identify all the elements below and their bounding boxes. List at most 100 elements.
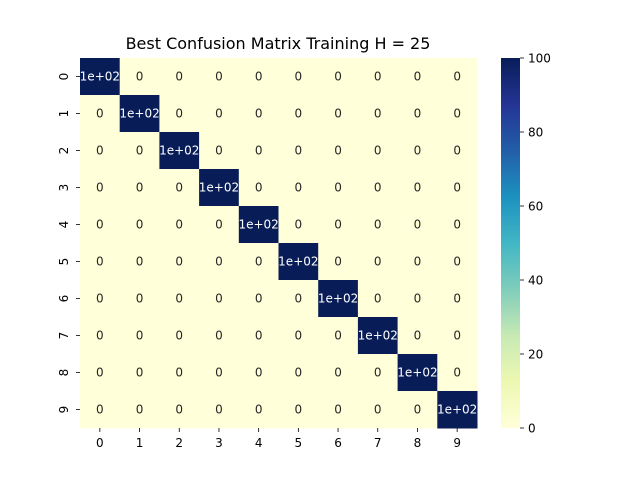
heatmap-cell xyxy=(159,317,200,355)
cell-annotation: 0 xyxy=(414,144,422,158)
heatmap-cell xyxy=(397,243,438,281)
cell-annotation: 1e+02 xyxy=(119,107,159,121)
heatmap-cell xyxy=(119,95,160,133)
cell-annotation: 0 xyxy=(136,181,144,195)
cell-annotation: 0 xyxy=(96,255,104,269)
cell-annotation: 0 xyxy=(215,329,223,343)
heatmap-cell xyxy=(318,206,359,244)
cell-annotation: 0 xyxy=(96,292,104,306)
cell-annotation: 0 xyxy=(255,70,263,84)
cell-annotation: 0 xyxy=(295,292,303,306)
cell-annotation: 0 xyxy=(175,292,183,306)
heatmap-cell xyxy=(80,354,121,392)
cell-annotation: 0 xyxy=(374,255,382,269)
cell-annotation: 0 xyxy=(414,70,422,84)
cell-annotation: 0 xyxy=(96,144,104,158)
heatmap-cell xyxy=(437,95,478,133)
cell-annotation: 0 xyxy=(374,292,382,306)
heatmap-cell xyxy=(238,280,279,318)
y-axis-ticks: 0 1 2 3 4 5 6 7 8 9 xyxy=(57,73,80,413)
cell-annotation: 0 xyxy=(255,144,263,158)
heatmap-cell xyxy=(278,317,319,355)
heatmap-cell xyxy=(278,58,319,96)
heatmap-cell xyxy=(437,58,478,96)
heatmap-cell xyxy=(238,391,279,429)
cell-annotation: 0 xyxy=(96,107,104,121)
cell-annotation: 0 xyxy=(255,292,263,306)
heatmap-cell xyxy=(278,132,319,170)
heatmap-cell xyxy=(80,58,121,96)
colorbar-tick-label: 60 xyxy=(528,200,543,214)
heatmap-cell xyxy=(437,206,478,244)
cell-annotation: 0 xyxy=(255,181,263,195)
heatmap-cell xyxy=(437,280,478,318)
heatmap-cell xyxy=(437,132,478,170)
heatmap-cell xyxy=(80,169,121,207)
heatmap-cell xyxy=(318,95,359,133)
cell-annotation: 0 xyxy=(453,107,461,121)
cell-annotation: 0 xyxy=(414,255,422,269)
heatmap-cell xyxy=(119,169,160,207)
cell-annotation: 0 xyxy=(453,70,461,84)
chart-title: Best Confusion Matrix Training H = 25 xyxy=(126,34,431,53)
cell-annotation: 0 xyxy=(414,292,422,306)
cell-annotation: 0 xyxy=(295,329,303,343)
heatmap-cell xyxy=(199,132,240,170)
cell-annotation: 0 xyxy=(215,366,223,380)
x-tick-label: 8 xyxy=(414,436,422,450)
cell-annotation: 0 xyxy=(374,366,382,380)
heatmap-cell xyxy=(397,391,438,429)
cell-annotation: 0 xyxy=(414,107,422,121)
x-tick-label: 0 xyxy=(96,436,104,450)
y-tick-label: 8 xyxy=(57,369,71,377)
y-tick-label: 7 xyxy=(57,332,71,340)
x-tick-label: 5 xyxy=(295,436,303,450)
heatmap-cell xyxy=(278,391,319,429)
heatmap-cell xyxy=(238,243,279,281)
heatmap-cell xyxy=(318,317,359,355)
heatmap-cell xyxy=(437,391,478,429)
heatmap-cell xyxy=(80,317,121,355)
heatmap-cell xyxy=(119,243,160,281)
heatmap-cell xyxy=(199,95,240,133)
cell-annotation: 0 xyxy=(96,329,104,343)
cell-annotation: 1e+02 xyxy=(437,403,477,417)
cell-annotation: 0 xyxy=(295,181,303,195)
heatmap-cell xyxy=(318,391,359,429)
heatmap-cell xyxy=(159,280,200,318)
heatmap-cell xyxy=(397,354,438,392)
heatmap-cell xyxy=(238,132,279,170)
colorbar: 0 20 40 60 80 100 xyxy=(501,52,551,436)
cell-annotation: 0 xyxy=(334,255,342,269)
cell-annotation: 0 xyxy=(136,144,144,158)
y-tick-label: 2 xyxy=(57,147,71,155)
cell-annotation: 0 xyxy=(175,403,183,417)
cell-annotation: 0 xyxy=(215,292,223,306)
cell-annotation: 0 xyxy=(96,403,104,417)
x-tick-label: 3 xyxy=(215,436,223,450)
heatmap-cell xyxy=(357,280,399,318)
cell-annotation: 0 xyxy=(334,218,342,232)
heatmap-cell xyxy=(318,169,359,207)
heatmap-cell xyxy=(199,280,240,318)
cell-annotation: 0 xyxy=(453,329,461,343)
colorbar-tick-label: 0 xyxy=(528,422,536,436)
y-tick-label: 0 xyxy=(57,73,71,81)
y-tick-label: 5 xyxy=(57,258,71,266)
heatmap-cell xyxy=(357,169,399,207)
heatmap-cell xyxy=(119,280,160,318)
cell-annotation: 1e+02 xyxy=(238,218,278,232)
cell-annotation: 0 xyxy=(374,218,382,232)
heatmap-cell xyxy=(357,206,399,244)
cell-annotation: 0 xyxy=(414,181,422,195)
cell-annotation: 0 xyxy=(295,70,303,84)
heatmap-cell xyxy=(199,391,240,429)
heatmap-cell xyxy=(159,206,200,244)
heatmap-cell xyxy=(278,169,319,207)
cell-annotation: 0 xyxy=(215,403,223,417)
y-tick-label: 6 xyxy=(57,295,71,303)
cell-annotation: 0 xyxy=(175,107,183,121)
heatmap-cell xyxy=(318,354,359,392)
cell-annotation: 1e+02 xyxy=(199,181,239,195)
cell-annotation: 1e+02 xyxy=(80,70,120,84)
